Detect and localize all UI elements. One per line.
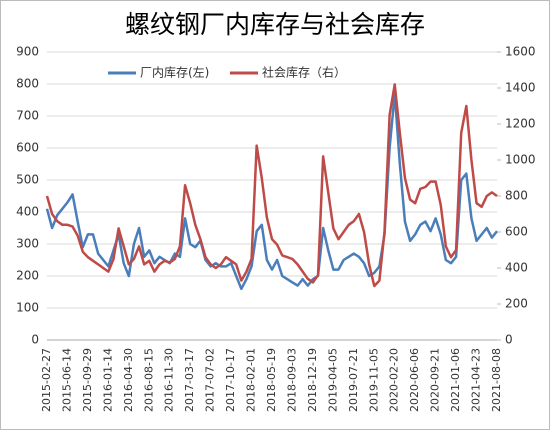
x-tick-label: 2019-04-05 <box>326 348 339 412</box>
x-tick-label: 2017-03-17 <box>183 348 196 412</box>
y-tick-label: 900 <box>16 45 39 59</box>
x-tick-label: 2020-09-21 <box>429 348 442 412</box>
x-tick-label: 2015-09-29 <box>81 348 94 412</box>
x-tick-label: 2021-01-06 <box>449 348 462 412</box>
x-tick-label: 2021-08-08 <box>490 348 503 412</box>
y-tick-label: 0 <box>31 333 39 347</box>
y-tick-label: 400 <box>16 205 39 219</box>
x-tick-label: 2018-05-19 <box>265 348 278 412</box>
series-line <box>45 92 498 291</box>
x-tick-label: 2017-07-02 <box>204 348 217 412</box>
x-tick-label: 2017-10-17 <box>224 348 237 412</box>
series-line <box>45 83 498 288</box>
x-tick-label: 2015-06-14 <box>60 348 73 412</box>
x-tick-label: 2016-04-30 <box>122 348 135 412</box>
y2-tick-label: 400 <box>505 261 528 275</box>
y-tick-label: 100 <box>16 301 39 315</box>
x-tick-label: 2018-09-03 <box>285 348 298 412</box>
y2-tick-label: 1400 <box>505 81 536 95</box>
y2-tick-label: 600 <box>505 225 528 239</box>
y-tick-label: 600 <box>16 141 39 155</box>
y2-tick-label: 1200 <box>505 117 536 131</box>
x-tick-label: 2021-04-23 <box>470 348 483 412</box>
x-tick-label: 2020-06-06 <box>408 348 421 412</box>
x-tick-label: 2019-07-21 <box>347 348 360 412</box>
x-tick-label: 2016-08-15 <box>142 348 155 412</box>
x-tick-label: 2015-02-27 <box>40 348 53 412</box>
y-tick-label: 300 <box>16 237 39 251</box>
y-tick-label: 500 <box>16 173 39 187</box>
x-tick-label: 2019-11-05 <box>367 348 380 412</box>
y2-tick-label: 1600 <box>505 45 536 59</box>
x-tick-label: 2018-02-01 <box>245 348 258 412</box>
x-tick-label: 2016-01-14 <box>101 348 114 412</box>
y-tick-label: 200 <box>16 269 39 283</box>
y2-tick-label: 200 <box>505 297 528 311</box>
y2-tick-label: 1000 <box>505 153 536 167</box>
x-tick-label: 2016-11-30 <box>163 348 176 412</box>
x-tick-label: 2020-02-20 <box>388 348 401 412</box>
y2-tick-label: 0 <box>505 333 513 347</box>
y-tick-label: 800 <box>16 77 39 91</box>
chart-title: 螺纹钢厂内库存与社会库存 <box>125 10 425 39</box>
y-tick-label: 700 <box>16 109 39 123</box>
y2-tick-label: 800 <box>505 189 528 203</box>
x-tick-label: 2018-12-19 <box>306 348 319 412</box>
legend-label: 厂内库存(左) <box>140 65 209 80</box>
legend-label: 社会库存（右） <box>262 65 346 80</box>
